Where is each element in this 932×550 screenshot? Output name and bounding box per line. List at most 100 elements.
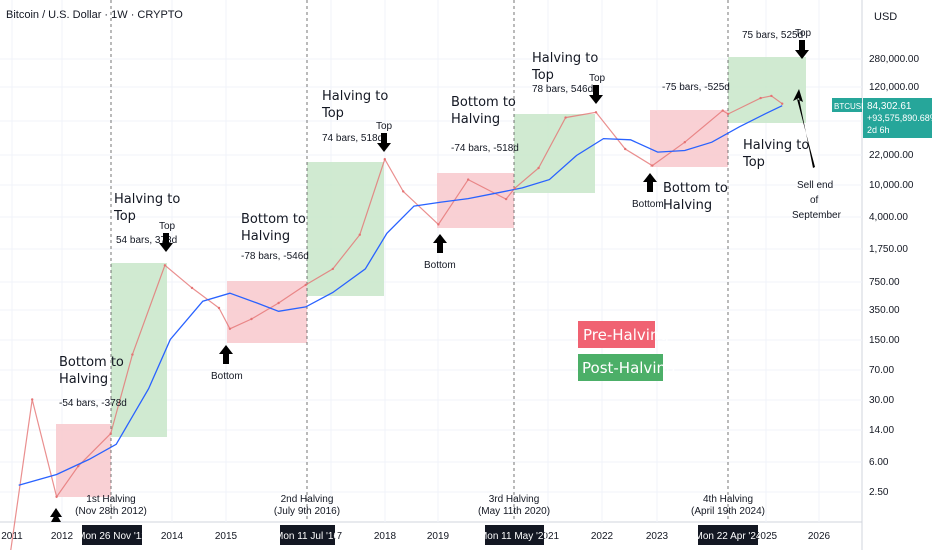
price-point bbox=[437, 223, 440, 226]
post-halving-zone-4 bbox=[728, 57, 806, 123]
x-tick-label: 2015 bbox=[215, 531, 238, 542]
price-point bbox=[131, 353, 134, 356]
price-point bbox=[163, 264, 167, 267]
halving-2-tag bbox=[280, 525, 335, 545]
c1-post-stats: 54 bars, 378d bbox=[116, 235, 177, 246]
y-tick-label: 14.00 bbox=[869, 425, 894, 436]
price-point bbox=[781, 102, 784, 105]
price-point bbox=[228, 327, 232, 330]
halving-1-tag bbox=[82, 525, 142, 545]
c1-title-line1: Bottom to bbox=[59, 355, 124, 370]
legend-post-halving-label: Post-Halving bbox=[582, 359, 676, 377]
price-point bbox=[504, 197, 508, 201]
y-tick-label: 2.50 bbox=[869, 487, 889, 498]
sell-arrow-icon bbox=[793, 89, 815, 168]
halving-1-tag-text: Mon 26 Nov '12 bbox=[77, 531, 147, 542]
legend-pre-halving-label: Pre-Halving bbox=[583, 326, 669, 344]
c2-top-label: Top bbox=[376, 121, 393, 132]
c3-post-stats: 78 bars, 546d bbox=[532, 84, 593, 95]
halving-3-tag-text: Mon 11 May '20 bbox=[479, 531, 550, 542]
sell-line3: September bbox=[792, 210, 842, 221]
price-tag-countdown: 2d 6h bbox=[867, 125, 890, 135]
price-point bbox=[77, 465, 80, 468]
y-tick-label: 4,000.00 bbox=[869, 212, 908, 223]
price-point bbox=[564, 116, 567, 119]
price-point bbox=[358, 233, 361, 236]
series-moving-average-line bbox=[18, 105, 783, 486]
x-tick-label: 2014 bbox=[161, 531, 184, 542]
c4-bottom-arrow-icon bbox=[643, 173, 657, 192]
price-tag-box[interactable] bbox=[863, 98, 932, 138]
price-tag-symbol-box[interactable] bbox=[832, 98, 862, 112]
c3-post-title-line1: Halving to bbox=[532, 51, 598, 66]
c1-title-line2: Halving bbox=[59, 372, 108, 387]
price-point bbox=[513, 187, 516, 190]
c3-post-title-line2: Top bbox=[531, 68, 554, 83]
legend-pre-halving bbox=[578, 321, 655, 348]
c2-post-title-line2: Top bbox=[321, 106, 344, 121]
c2-stats: -78 bars, -546d bbox=[241, 251, 309, 262]
price-point bbox=[759, 96, 762, 100]
c2-post-title-line1: Halving to bbox=[322, 89, 388, 104]
c4-post-title-line1: Halving to bbox=[743, 138, 809, 153]
c4-post-title-line2: Top bbox=[742, 155, 765, 170]
x-tick-label: 2012 bbox=[51, 531, 74, 542]
x-tick-label: 2025 bbox=[755, 531, 778, 542]
price-tag-price: 84,302.61 bbox=[867, 101, 912, 112]
sell-line1: Sell end bbox=[797, 180, 833, 191]
price-point bbox=[537, 166, 540, 170]
price-tag-change: +93,575,890.68% bbox=[867, 113, 932, 123]
y-tick-label: 10,000.00 bbox=[869, 180, 914, 191]
c3-bottom-arrow-icon bbox=[433, 234, 447, 253]
price-point bbox=[217, 306, 221, 310]
y-tick-label: 150.00 bbox=[869, 335, 900, 346]
x-tick-label: 2019 bbox=[427, 531, 450, 542]
c1-bottom-arrow-icon bbox=[50, 508, 62, 522]
y-tick-label: 280,000.00 bbox=[869, 54, 919, 65]
c3-top-arrow-icon bbox=[589, 85, 603, 104]
y-tick-label: 70.00 bbox=[869, 365, 894, 376]
halving-3-tag bbox=[485, 525, 544, 545]
halving-1-title: 1st Halving bbox=[86, 494, 135, 505]
pre-halving-zone-2 bbox=[227, 281, 307, 343]
y-tick-label: 750.00 bbox=[869, 277, 900, 288]
price-point bbox=[277, 301, 280, 305]
price-point bbox=[55, 495, 58, 498]
c4-post-stats: 75 bars, 525d bbox=[742, 30, 803, 41]
halving-4-tag-text: Mon 22 Apr '24 bbox=[695, 531, 762, 542]
price-point bbox=[250, 317, 253, 321]
c2-title-line2: Halving bbox=[241, 229, 290, 244]
c1-post-title-line2: Top bbox=[113, 209, 136, 224]
price-point bbox=[594, 111, 598, 114]
c3-stats: -74 bars, -518d bbox=[451, 143, 519, 154]
c4-bottom-title-line1: Bottom to bbox=[663, 181, 728, 196]
halving-2-date: (July 9th 2016) bbox=[274, 506, 340, 517]
chart-title: Bitcoin / U.S. Dollar · 1W · CRYPTO bbox=[6, 9, 183, 21]
x-tick-label: 2011 bbox=[1, 531, 23, 542]
price-point bbox=[624, 147, 627, 151]
halving-4-date: (April 19th 2024) bbox=[691, 506, 765, 517]
c4-top-arrow-icon bbox=[795, 40, 809, 59]
x-tick-label: 2026 bbox=[808, 531, 831, 542]
price-point bbox=[770, 94, 773, 98]
post-halving-zone-1 bbox=[111, 263, 167, 437]
c1-stats: -54 bars, -378d bbox=[59, 398, 127, 409]
price-point bbox=[721, 109, 724, 112]
y-tick-label: 6.00 bbox=[869, 457, 889, 468]
currency-label[interactable]: USD bbox=[874, 11, 897, 23]
y-tick-label: 350.00 bbox=[869, 305, 900, 316]
x-tick-label: 2023 bbox=[646, 531, 669, 542]
c2-bottom-arrow-icon bbox=[219, 345, 233, 364]
sell-line2: of bbox=[810, 195, 819, 206]
y-tick-label: 1,750.00 bbox=[869, 244, 908, 255]
price-point bbox=[402, 190, 405, 193]
y-tick-label: 22,000.00 bbox=[869, 150, 914, 161]
c3-bottom-label: Bottom bbox=[424, 260, 456, 271]
price-point bbox=[331, 267, 334, 271]
post-halving-zone-3 bbox=[514, 114, 595, 193]
price-point bbox=[467, 178, 470, 181]
halving-3-title: 3rd Halving bbox=[489, 494, 540, 505]
series-price-line bbox=[10, 95, 783, 550]
halving-4-tag bbox=[698, 525, 758, 545]
